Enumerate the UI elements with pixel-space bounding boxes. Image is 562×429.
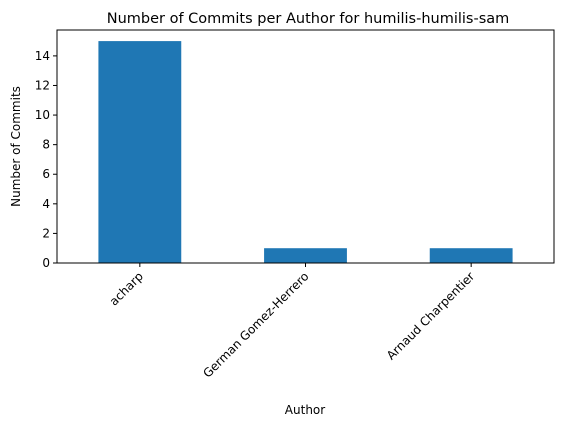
bar <box>98 41 182 263</box>
y-tick-label: 0 <box>42 256 50 270</box>
y-tick-label: 14 <box>35 49 50 63</box>
y-tick-label: 4 <box>42 197 50 211</box>
y-tick-label: 10 <box>35 108 50 122</box>
x-tick-label: acharp <box>107 269 146 308</box>
x-tick-label: Arnaud Charpentier <box>384 269 477 362</box>
y-tick-label: 12 <box>35 78 50 92</box>
x-axis-label: Author <box>285 403 325 417</box>
bars <box>98 41 513 263</box>
bar <box>429 248 513 263</box>
y-tick-label: 2 <box>42 226 50 240</box>
x-tick-label: German Gomez-Herrero <box>200 269 311 380</box>
chart-title: Number of Commits per Author for humilis… <box>107 11 510 27</box>
y-tick-label: 8 <box>42 138 50 152</box>
y-axis-label: Number of Commits <box>9 86 23 207</box>
y-axis: 0 2 4 6 8 10 12 14 <box>35 49 57 270</box>
y-tick-label: 6 <box>42 167 50 181</box>
x-axis: acharp German Gomez-Herrero Arnaud Charpen… <box>107 263 477 381</box>
bar <box>264 248 347 263</box>
